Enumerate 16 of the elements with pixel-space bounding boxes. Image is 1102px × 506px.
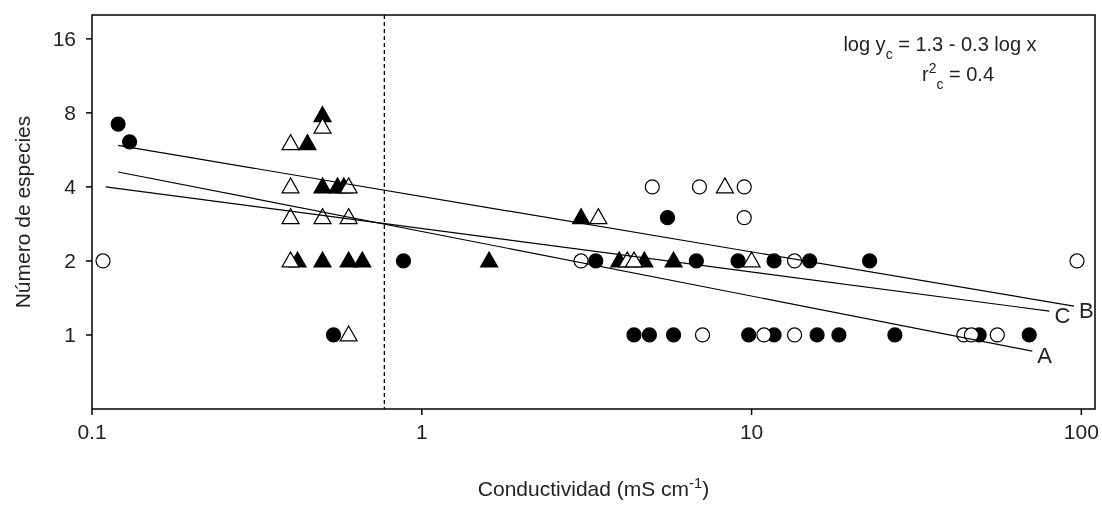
series-label: B	[1079, 298, 1094, 324]
x-tick-label: 0.1	[77, 420, 107, 443]
y-axis-title: Número de especies	[11, 115, 34, 309]
x-tick-label: 1	[415, 420, 428, 443]
series-label: C	[1054, 303, 1071, 329]
x-tick-label: 10	[739, 420, 764, 443]
annotation: log y$_{c}$ = 1.3 - 0.3 log x	[843, 33, 1037, 62]
y-tick-label: 8	[64, 100, 76, 124]
x-tick-label: 100	[1063, 420, 1099, 443]
y-tick-label: 2	[64, 248, 76, 272]
series-label: A	[1037, 343, 1053, 369]
y-tick-label: 16	[52, 26, 76, 50]
y-tick-label: 1	[64, 322, 76, 346]
y-tick-label: 4	[64, 174, 77, 198]
x-axis-title: Conductividad (mS cm$^{-1}$)	[477, 475, 710, 500]
annotation: r$^{2}$$_{c}$ = 0.4	[921, 60, 995, 92]
